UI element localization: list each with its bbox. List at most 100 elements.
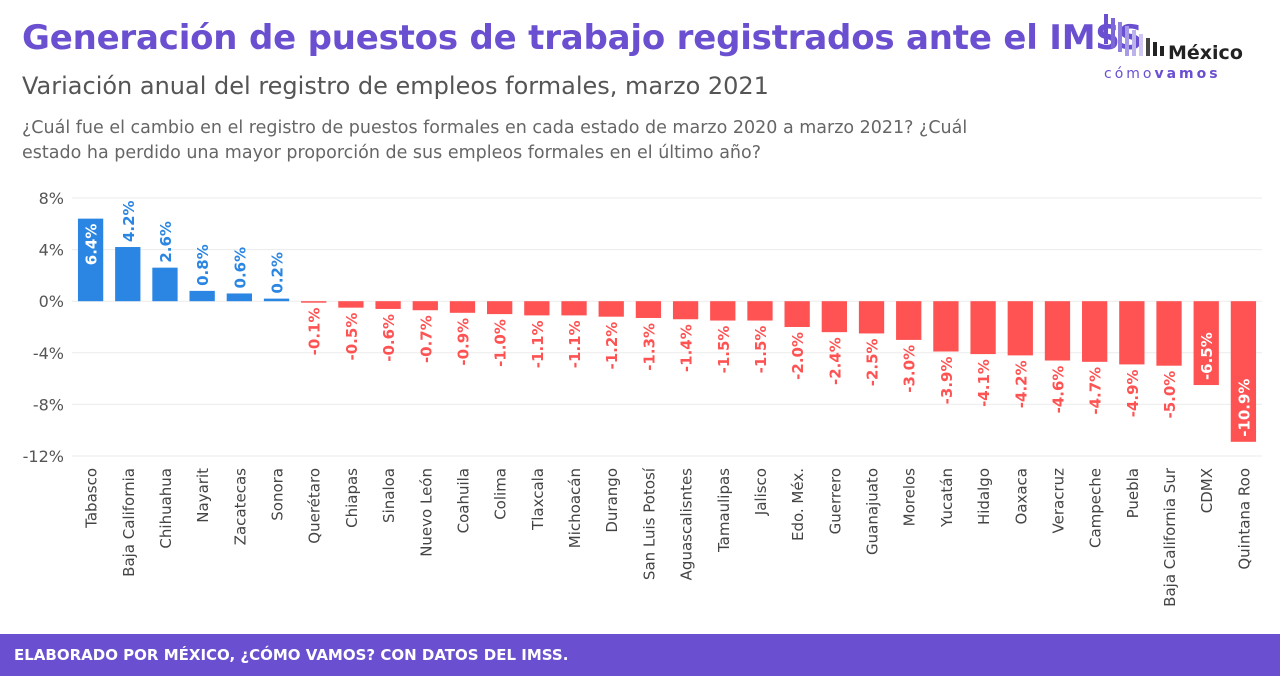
logo-text-top: México	[1168, 42, 1243, 64]
y-tick-label: -12%	[23, 447, 64, 466]
data-label: -1.1%	[566, 320, 584, 368]
data-label: -0.6%	[380, 314, 398, 362]
data-label: 0.6%	[231, 247, 249, 289]
logo-text-light: cómo	[1104, 66, 1155, 82]
bar	[301, 301, 327, 303]
data-label: 4.2%	[120, 200, 138, 242]
bar	[524, 301, 550, 316]
bar	[263, 298, 290, 302]
data-label: -2.4%	[826, 337, 844, 385]
data-label: -1.3%	[640, 323, 658, 371]
bar	[449, 301, 476, 313]
bar	[1193, 301, 1219, 386]
y-tick-label: 8%	[39, 189, 64, 208]
data-label: -4.6%	[1049, 366, 1067, 414]
data-label: -10.9%	[1235, 379, 1253, 437]
data-label: -1.4%	[678, 324, 696, 372]
data-label: 0.2%	[269, 252, 287, 294]
category-label: Chihuahua	[157, 468, 175, 549]
bar	[152, 267, 178, 302]
category-label: Yucatán	[938, 468, 956, 528]
category-label: Chiapas	[343, 468, 361, 528]
category-label: Guerrero	[826, 468, 844, 534]
bar	[635, 301, 662, 318]
category-label: Guanajuato	[864, 468, 882, 555]
data-label: 6.4%	[83, 224, 101, 266]
bar	[115, 247, 141, 302]
y-tick-label: -8%	[33, 395, 64, 414]
logo-text-bottom: cómovamos	[1104, 66, 1221, 82]
category-label: Tlaxcala	[529, 468, 547, 531]
data-label: -5.0%	[1161, 371, 1179, 419]
category-label: Colima	[492, 468, 510, 520]
data-label: -0.7%	[417, 315, 435, 363]
data-label: -0.5%	[343, 313, 361, 361]
page-subtitle: Variación anual del registro de empleos …	[22, 72, 769, 100]
bar	[1007, 301, 1033, 356]
data-label: -2.5%	[864, 338, 882, 386]
data-label: -4.7%	[1087, 367, 1105, 415]
bar	[338, 301, 364, 308]
category-label: Veracruz	[1049, 468, 1067, 534]
category-label: Hidalgo	[975, 468, 993, 525]
bar	[747, 301, 773, 321]
category-label: Baja California Sur	[1161, 467, 1179, 607]
mexico-como-vamos-logo: México cómovamos	[1100, 12, 1260, 84]
footer-bar: ELABORADO POR MÉXICO, ¿CÓMO VAMOS? CON D…	[0, 634, 1280, 676]
bar	[189, 290, 215, 302]
category-label: Quintana Roo	[1235, 468, 1253, 570]
category-label: Oaxaca	[1012, 468, 1030, 525]
category-label: Durango	[603, 468, 621, 533]
category-label: Edo. Méx.	[789, 468, 807, 541]
y-tick-label: 4%	[39, 241, 64, 260]
category-label: Morelos	[901, 468, 919, 527]
bar	[412, 301, 438, 311]
bar	[710, 301, 736, 321]
data-label: -2.0%	[789, 332, 807, 380]
bar	[561, 301, 587, 316]
bar	[821, 301, 847, 333]
bar-chart: 8% 4% 0% -4% -8% -12% 6.4% Tabasco 4.2% Baja Cali…	[23, 189, 1262, 607]
category-label: Coahuila	[454, 468, 472, 533]
data-label: -1.5%	[752, 326, 770, 374]
bar	[933, 301, 959, 352]
category-label: Nuevo León	[417, 468, 435, 557]
data-label: -6.5%	[1198, 332, 1216, 380]
category-label: Baja California	[120, 468, 138, 577]
data-label: -4.9%	[1124, 369, 1142, 417]
data-label: -4.2%	[1012, 360, 1030, 408]
bar	[1230, 301, 1257, 442]
data-label: -1.0%	[492, 319, 510, 367]
bar	[1082, 301, 1108, 362]
category-label: Nayarit	[194, 468, 212, 523]
data-label: 0.8%	[194, 244, 212, 286]
bar	[598, 301, 624, 317]
category-label: Campeche	[1087, 468, 1105, 548]
data-label: 2.6%	[157, 221, 175, 263]
data-label: -1.2%	[603, 322, 621, 370]
category-label: CDMX	[1198, 468, 1216, 513]
data-label: -0.1%	[306, 307, 324, 355]
category-label: Jalisco	[752, 468, 770, 516]
category-label: Michoacán	[566, 468, 584, 548]
category-label: Puebla	[1124, 468, 1142, 518]
category-label: San Luis Potosí	[640, 467, 658, 580]
logo-bars-icon	[1104, 14, 1164, 56]
bar	[896, 301, 922, 340]
category-label: Tamaulipas	[715, 468, 733, 553]
y-tick-label: -4%	[33, 344, 64, 363]
category-label: Tabasco	[83, 468, 101, 529]
bar	[375, 301, 401, 309]
data-label: -1.5%	[715, 326, 733, 374]
bar	[226, 293, 252, 302]
data-label: -4.1%	[975, 359, 993, 407]
chart-question: ¿Cuál fue el cambio en el registro de pu…	[22, 118, 968, 163]
category-label: Zacatecas	[231, 468, 249, 545]
y-tick-label: 0%	[39, 292, 64, 311]
page-title: Generación de puestos de trabajo registr…	[22, 18, 1143, 58]
data-label: -3.0%	[901, 345, 919, 393]
category-label: Sonora	[269, 468, 287, 521]
footer-credit: ELABORADO POR MÉXICO, ¿CÓMO VAMOS? CON D…	[14, 646, 569, 664]
bar	[1044, 301, 1071, 361]
category-label: Sinaloa	[380, 468, 398, 523]
